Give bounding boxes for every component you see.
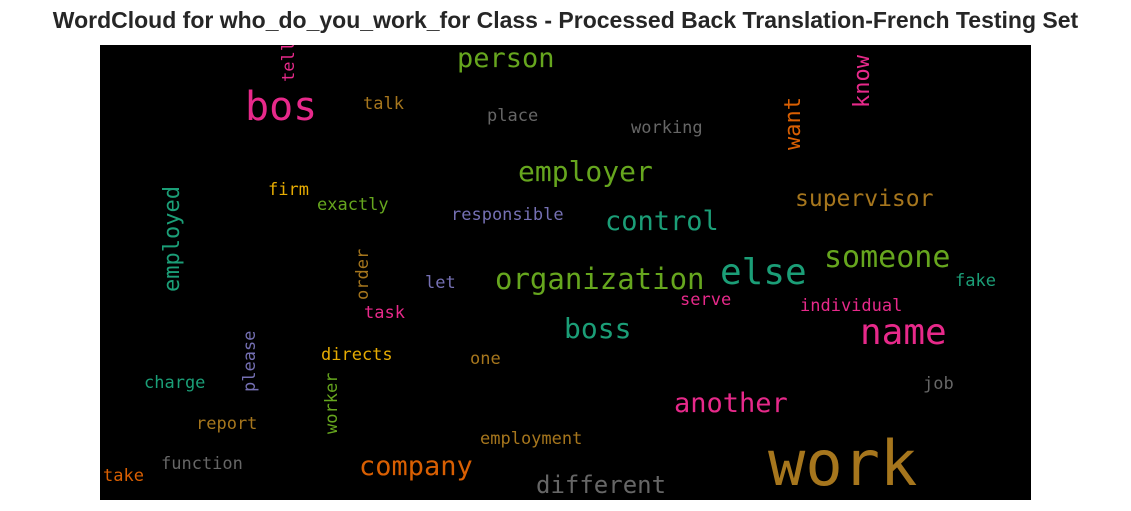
word-know: know [850, 55, 875, 108]
word-boss: boss [564, 312, 632, 345]
word-employment: employment [480, 429, 583, 449]
word-serve: serve [680, 290, 732, 310]
word-fake: fake [955, 271, 996, 291]
word-place: place [487, 106, 539, 126]
word-supervisor: supervisor [795, 186, 934, 212]
word-task: task [364, 303, 405, 323]
word-different: different [536, 471, 667, 499]
word-let: let [425, 273, 456, 293]
word-someone: someone [824, 240, 951, 275]
word-employer: employer [518, 155, 653, 188]
word-function: function [161, 454, 243, 474]
word-another: another [674, 388, 788, 419]
word-job: job [923, 374, 954, 394]
word-name: name [860, 312, 947, 353]
word-charge: charge [144, 373, 206, 393]
word-exactly: exactly [317, 195, 389, 215]
word-directs: directs [321, 345, 393, 365]
word-tell: tell [279, 45, 299, 82]
wordcloud-canvas: work bos name else organization someone person… [100, 45, 1031, 500]
word-individual: individual [800, 296, 903, 316]
word-bos: bos [245, 84, 318, 130]
word-take: take [103, 466, 144, 486]
word-control: control [605, 206, 719, 237]
word-worker: worker [322, 372, 342, 434]
word-person: person [457, 45, 555, 74]
word-work: work [768, 427, 918, 500]
word-else: else [720, 252, 807, 293]
word-order: order [353, 248, 373, 300]
word-employed: employed [160, 186, 185, 292]
word-please: please [240, 330, 260, 392]
word-firm: firm [268, 180, 309, 200]
word-report: report [196, 414, 258, 434]
chart-title: WordCloud for who_do_you_work_for Class … [52, 7, 1079, 33]
word-working: working [631, 118, 703, 138]
word-one: one [470, 349, 501, 369]
word-company: company [359, 451, 473, 482]
word-want: want [781, 97, 806, 150]
word-responsible: responsible [451, 205, 564, 225]
word-organization: organization [495, 262, 705, 296]
word-talk: talk [363, 94, 404, 114]
